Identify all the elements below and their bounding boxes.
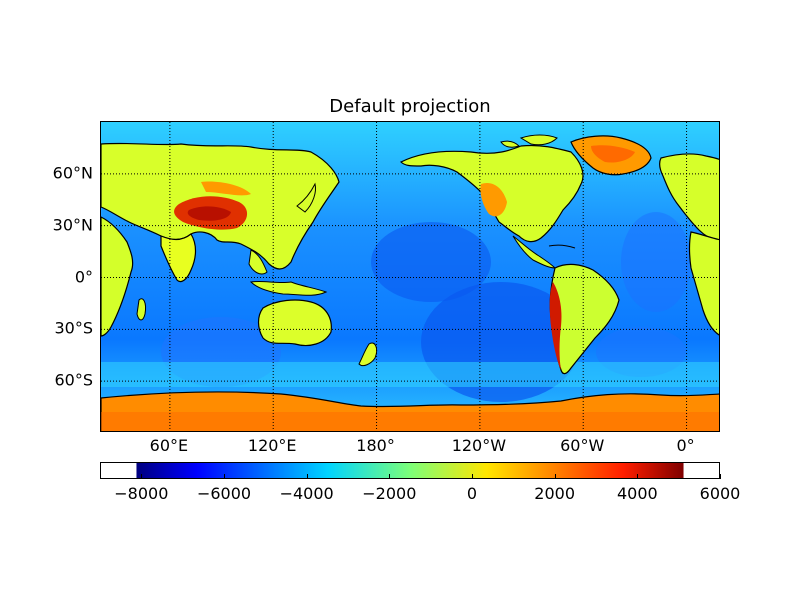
caribbean [548,244,576,249]
latitude-label: 30°S [54,318,93,338]
longitude-label: 120°E [247,436,297,455]
latitude-label: 60°S [54,370,93,390]
colorbar-tick-label: −2000 [362,484,417,503]
new-zealand [358,342,378,367]
madagascar [136,298,146,321]
southeast-asia [248,249,268,275]
colorbar-tick-label: 6000 [699,484,741,503]
map-title: Default projection [329,96,491,117]
colorbar [100,462,720,479]
africa-west [688,231,719,336]
arctic-islands [500,134,558,148]
colorbar-tick-label: 2000 [534,484,576,503]
map-plot-area [100,121,720,432]
colorbar-tick-mark [637,474,639,479]
graticule-lines [101,122,719,431]
andes [549,282,562,370]
latitude-label: 30°N [52,215,93,235]
colorbar-tick-mark [224,474,225,479]
colorbar-tick-mark [472,474,473,479]
longitude-label: 60°E [149,436,189,455]
southern-ocean-shelf [101,362,719,387]
japan [296,182,316,213]
colorbar-tick-mark [141,474,143,479]
australia [257,299,332,347]
rocky-mountains [480,182,507,217]
longitude-label: 60°W [560,436,605,455]
colorbar-tick-mark [554,474,556,479]
latitude-label: 0° [74,267,93,286]
colorbar-tick-mark [389,474,391,479]
colorbar-tick-mark [720,474,721,479]
colorbar-tick-label: −6000 [196,484,252,503]
longitude-label: 0° [676,436,695,455]
indonesia [249,280,328,296]
colorbar-tick-label: −8000 [114,484,169,503]
colorbar-tick-label: −4000 [279,484,334,503]
elevation-map [101,122,719,431]
colorbar-gradient [136,463,684,478]
europe-west [659,153,719,243]
longitude-label: 180° [356,436,395,455]
latitude-label: 60°N [52,163,93,183]
colorbar-tick-label: 0 [466,484,478,503]
longitude-label: 120°W [451,436,507,455]
africa-east [101,216,134,337]
colorbar-tick-mark [306,474,308,479]
colorbar-tick-label: 4000 [616,484,658,503]
